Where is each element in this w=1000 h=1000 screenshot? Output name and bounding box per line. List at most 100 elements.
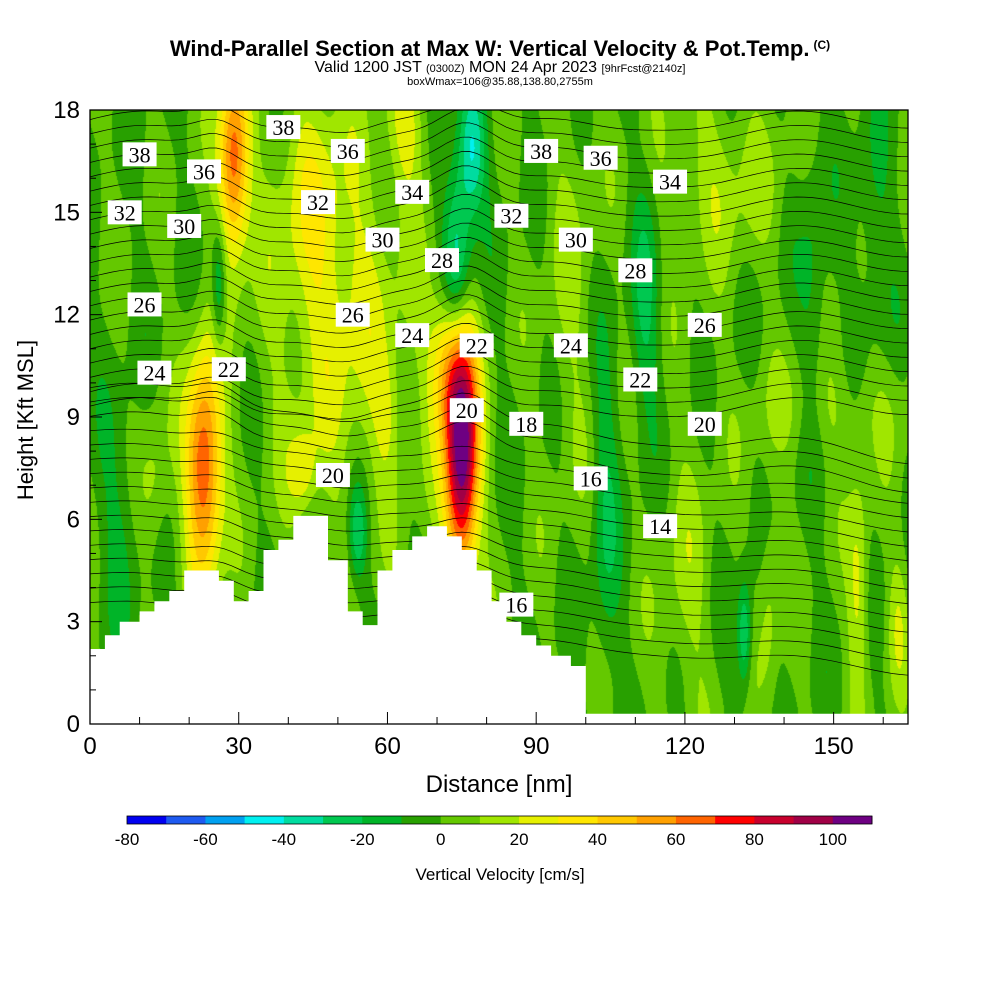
contour-label: 32 — [500, 204, 522, 229]
contour-label-box — [499, 592, 534, 617]
theta-contour-line — [89, 337, 909, 377]
colorbar-swatch — [479, 816, 520, 824]
colorbar-swatch — [832, 816, 873, 824]
chart-subtitle: Valid 1200 JST (0300Z) MON 24 Apr 2023 [… — [314, 59, 686, 76]
contour-label-box — [509, 411, 544, 436]
x-tick-label: 60 — [374, 733, 401, 760]
contour-label: 32 — [307, 190, 329, 215]
contour-label-box — [395, 323, 430, 348]
theta-contour-line — [89, 471, 909, 547]
contour-label: 30 — [371, 228, 393, 253]
contour-label-box — [687, 411, 722, 436]
contour-label-box — [137, 360, 172, 385]
colorbar-tick-label: -40 — [272, 830, 297, 849]
theta-contour-line — [89, 323, 909, 363]
theta-contour-line — [89, 151, 909, 191]
chart-title: Wind-Parallel Section at Max W: Vertical… — [169, 36, 831, 61]
colorbar-swatch — [558, 816, 599, 824]
y-axis: 0 3 6 9 12 15 18 — [53, 97, 102, 738]
y-axis-label: Height [Kft MSL] — [13, 340, 38, 500]
contour-label: 20 — [456, 398, 478, 423]
colorbar-swatch — [166, 816, 206, 824]
contour-label: 28 — [624, 258, 646, 283]
x-axis-label: Distance [nm] — [426, 771, 573, 798]
colorbar-swatch — [205, 816, 246, 824]
theta-contour-line — [89, 109, 909, 148]
colorbar-tick-label: -20 — [350, 830, 375, 849]
contour-label-box — [315, 462, 350, 487]
colorbar-label: Vertical Velocity [cm/s] — [415, 865, 584, 884]
contour-label-box — [127, 292, 162, 317]
x-tick-label: 0 — [83, 733, 96, 760]
contour-label-box — [301, 190, 336, 215]
colorbar-swatch — [401, 816, 442, 824]
contour-label-box — [553, 333, 588, 358]
contour-label: 22 — [629, 367, 651, 392]
contour-label: 38 — [129, 142, 151, 167]
contour-label-box — [449, 398, 484, 423]
contour-label-box — [618, 258, 653, 283]
contour-label: 32 — [114, 200, 136, 225]
colorbar-swatch — [244, 816, 285, 824]
contour-label-box — [266, 115, 301, 140]
contour-label: 22 — [466, 333, 488, 358]
contour-label-box — [653, 169, 688, 194]
contour-label-box — [573, 466, 608, 491]
contour-label: 36 — [337, 139, 359, 164]
copyright-mark: (C) — [813, 38, 831, 52]
y-tick-label: 6 — [67, 506, 80, 533]
colorbar-swatch — [793, 816, 834, 824]
contour-label: 24 — [143, 361, 165, 386]
contour-label-box — [687, 312, 722, 337]
contour-label-box — [424, 248, 459, 273]
colorbar-tick-label: -60 — [193, 830, 218, 849]
y-tick-label: 9 — [67, 404, 80, 431]
contour-label: 26 — [342, 303, 364, 328]
colorbar-swatch — [636, 816, 677, 824]
contour-labels: 38 36 38 36 34 38 36 34 32 30 32 30 28 32 30 28 26 26 24 22… — [107, 115, 722, 618]
theta-contour-line — [89, 165, 909, 205]
chart-info-line: boxWmax=106@35.88,138.80,2755m — [407, 76, 593, 88]
theta-contour-line — [89, 237, 909, 277]
theta-contour-line — [89, 382, 909, 465]
contour-label: 34 — [659, 170, 681, 195]
theta-contour-line — [89, 529, 909, 604]
contour-label-box — [187, 159, 222, 184]
theta-contour-line — [89, 457, 909, 533]
contour-label: 30 — [173, 214, 195, 239]
contour-label: 18 — [515, 412, 537, 437]
colorbar-swatch — [323, 816, 363, 824]
contour-label: 28 — [431, 248, 453, 273]
contour-label-box — [583, 145, 618, 170]
theta-contour-line — [89, 557, 909, 633]
contour-label: 30 — [565, 228, 587, 253]
contour-label-box — [643, 514, 678, 539]
contour-label: 36 — [193, 159, 215, 184]
colorbar-tick-label: 60 — [666, 830, 685, 849]
colorbar-swatch — [675, 816, 716, 824]
x-tick-label: 90 — [523, 733, 550, 760]
y-tick-label: 15 — [53, 199, 80, 226]
colorbar-tick-label: 100 — [819, 830, 847, 849]
contour-label-box — [558, 227, 593, 252]
contour-label: 14 — [649, 514, 671, 539]
theta-contour-line — [89, 222, 909, 262]
theta-contour-line — [89, 411, 909, 493]
contour-label: 36 — [590, 146, 612, 171]
y-tick-label: 12 — [53, 302, 80, 329]
x-tick-label: 120 — [665, 733, 705, 760]
contour-label-box — [494, 203, 529, 228]
theta-contour-line — [89, 514, 909, 590]
y-tick-label: 18 — [53, 97, 80, 124]
colorbar-swatch — [283, 816, 324, 824]
y-tick-label: 0 — [67, 711, 80, 738]
contour-label-box — [122, 142, 157, 167]
colorbar-frame — [126, 815, 873, 825]
contour-label-box — [335, 302, 370, 327]
colorbar-tick-label: 0 — [436, 830, 445, 849]
contour-label: 24 — [401, 323, 423, 348]
contour-label: 38 — [272, 115, 294, 140]
theta-contour-line — [89, 380, 909, 420]
contour-label: 34 — [401, 180, 423, 205]
